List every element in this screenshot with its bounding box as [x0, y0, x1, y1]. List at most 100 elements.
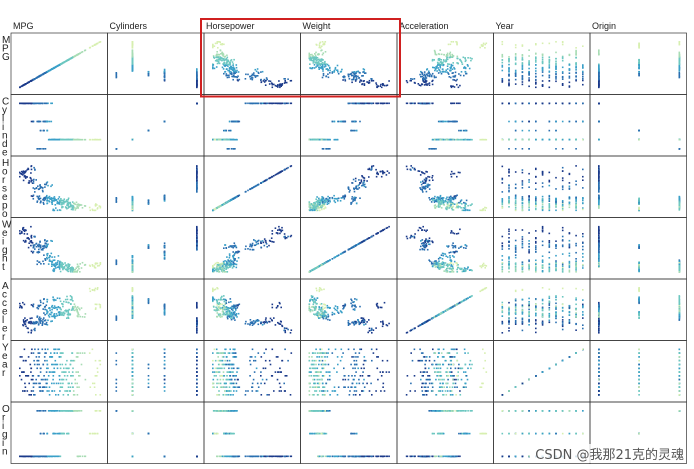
point: [51, 138, 53, 141]
point: [568, 85, 571, 87]
point: [465, 59, 467, 62]
point: [456, 43, 458, 46]
point: [363, 84, 366, 86]
point: [521, 59, 524, 61]
point: [482, 138, 484, 141]
point: [449, 197, 451, 200]
point: [446, 208, 448, 211]
point: [321, 59, 323, 61]
point: [521, 44, 524, 46]
point: [463, 129, 465, 132]
point: [423, 78, 426, 81]
cell-frame-4-4: [396, 278, 494, 341]
point: [541, 74, 544, 77]
point: [521, 65, 524, 68]
point: [467, 138, 469, 141]
point: [268, 83, 271, 85]
point: [196, 175, 198, 178]
point: [99, 138, 102, 141]
panel-mpg-vs-mpg: [19, 41, 102, 89]
point: [131, 51, 134, 53]
point: [449, 69, 451, 72]
point: [468, 67, 471, 70]
point: [420, 183, 423, 186]
point: [313, 202, 315, 204]
point: [450, 202, 453, 205]
point: [418, 170, 421, 172]
point: [337, 200, 339, 202]
point: [314, 138, 316, 141]
point: [638, 65, 640, 67]
point: [55, 138, 58, 141]
point: [360, 79, 363, 82]
point: [440, 53, 443, 56]
point: [375, 175, 378, 178]
point: [451, 206, 454, 209]
point: [528, 148, 530, 150]
point: [568, 75, 571, 78]
point: [521, 71, 524, 74]
point: [528, 55, 530, 57]
point: [433, 197, 436, 200]
point: [61, 203, 64, 205]
point: [357, 184, 359, 187]
point: [22, 174, 24, 176]
point: [528, 70, 530, 73]
point: [251, 102, 254, 105]
point: [382, 102, 385, 105]
point: [80, 204, 83, 206]
point: [280, 102, 282, 105]
point: [370, 168, 373, 171]
point: [41, 187, 44, 189]
point: [555, 41, 557, 43]
point: [274, 84, 277, 87]
point: [452, 102, 454, 105]
point: [528, 73, 530, 75]
point: [216, 56, 218, 59]
point: [582, 70, 584, 73]
point: [321, 64, 324, 66]
point: [428, 188, 431, 190]
point: [514, 129, 517, 132]
point: [44, 148, 47, 150]
point: [410, 78, 412, 80]
point: [471, 57, 473, 60]
point: [61, 199, 64, 202]
point: [459, 102, 461, 105]
point: [452, 75, 454, 78]
point: [276, 172, 279, 175]
point: [439, 64, 442, 66]
point: [196, 165, 198, 167]
point: [521, 81, 524, 83]
point: [438, 120, 441, 123]
point: [333, 71, 335, 73]
panel-horsepower-vs-horsepower: [212, 165, 293, 212]
point: [555, 67, 557, 70]
point: [196, 190, 198, 193]
point: [325, 75, 327, 78]
point: [63, 198, 66, 200]
point: [46, 202, 48, 205]
point: [67, 201, 70, 204]
point: [313, 205, 316, 207]
point: [561, 120, 564, 123]
point: [217, 41, 220, 43]
point: [40, 148, 42, 150]
point: [366, 102, 368, 105]
point: [435, 205, 438, 208]
point: [359, 81, 361, 83]
point: [427, 102, 429, 105]
point: [428, 72, 430, 74]
point: [56, 138, 59, 141]
point: [354, 180, 357, 182]
point: [353, 102, 356, 105]
point: [355, 202, 358, 205]
point: [442, 197, 445, 199]
point: [236, 76, 239, 79]
point: [353, 129, 355, 132]
point: [439, 65, 441, 68]
point: [561, 66, 564, 69]
point: [333, 200, 336, 202]
point: [308, 206, 311, 208]
point: [364, 72, 367, 74]
